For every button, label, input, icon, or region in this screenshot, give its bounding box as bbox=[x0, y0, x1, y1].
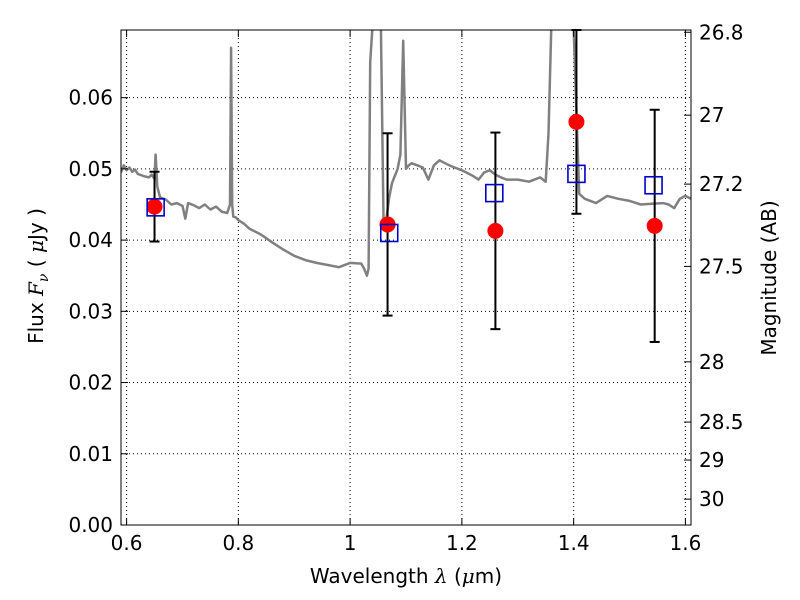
y2-tick-label: 26.8 bbox=[699, 20, 744, 44]
observed-point bbox=[487, 222, 504, 239]
x-tick-label: 0.6 bbox=[111, 531, 143, 555]
y-tick-label: 0.04 bbox=[68, 228, 113, 252]
y-tick-label: 0.03 bbox=[68, 299, 113, 323]
y2-tick-label: 27.5 bbox=[699, 254, 744, 278]
y-tick-label: 0.02 bbox=[68, 371, 113, 395]
model-spectrum-line bbox=[121, 30, 691, 277]
y2-tick-label: 28 bbox=[699, 350, 724, 374]
model-photometry-point bbox=[567, 164, 586, 184]
model-photometry-point bbox=[644, 175, 663, 195]
x-tick-label: 1.6 bbox=[670, 531, 702, 555]
y2-tick-label: 30 bbox=[699, 487, 724, 511]
x-tick-label: 1 bbox=[344, 531, 357, 555]
observed-point bbox=[568, 113, 585, 130]
y2-tick-label: 28.5 bbox=[699, 410, 744, 434]
secondary-y-axis-title: Magnitude (AB) bbox=[757, 200, 781, 355]
x-axis-title: Wavelength λ (μm) bbox=[310, 564, 502, 588]
y-axis-title: Flux Fν ( μJy ) bbox=[24, 208, 52, 344]
model-photometry-point bbox=[484, 183, 504, 203]
y2-tick-label: 29 bbox=[699, 448, 724, 472]
grid-lines bbox=[121, 30, 691, 526]
model-photometry-point bbox=[146, 198, 165, 217]
y2-tick-label: 27 bbox=[699, 103, 724, 127]
y2-tick-label: 27.2 bbox=[699, 172, 744, 196]
y-tick-label: 0.06 bbox=[68, 86, 113, 110]
x-tick-label: 1.4 bbox=[558, 531, 590, 555]
y-tick-label: 0.05 bbox=[68, 157, 113, 181]
observed-point bbox=[646, 217, 663, 234]
x-tick-label: 1.2 bbox=[446, 531, 478, 555]
observed-point bbox=[146, 198, 163, 215]
model-photometry-point bbox=[379, 223, 399, 243]
plot-frame bbox=[120, 29, 692, 526]
plot-series bbox=[121, 29, 691, 343]
y-tick-label: 0.00 bbox=[68, 513, 113, 537]
x-tick-label: 0.8 bbox=[222, 531, 254, 555]
axis-ticks: 0.6 0.8 1 1.2 1.4 1.6 0.00 0.01 0.02 0.03 0.04 0.05… bbox=[68, 20, 743, 555]
y-tick-label: 0.01 bbox=[68, 442, 113, 466]
